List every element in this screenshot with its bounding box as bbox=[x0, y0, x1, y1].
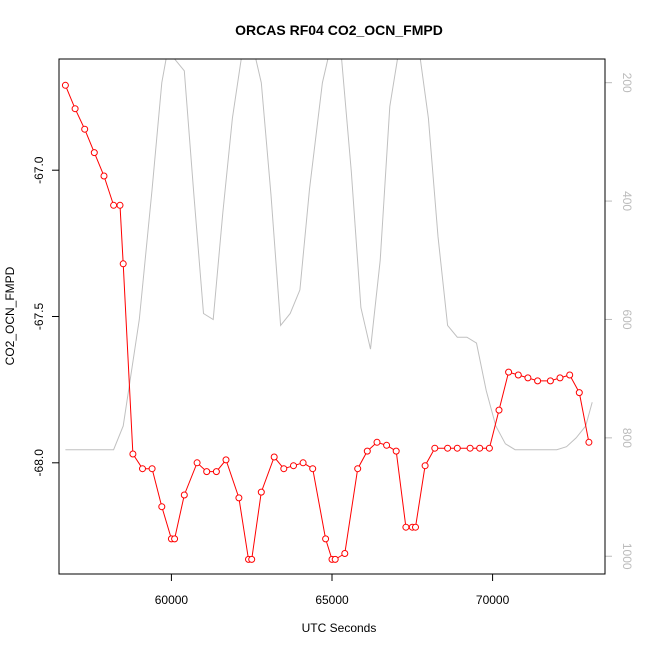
data-point bbox=[158, 503, 166, 511]
x-axis-label: UTC Seconds bbox=[302, 621, 377, 635]
secondary-series-layer bbox=[65, 59, 593, 451]
data-point bbox=[363, 447, 371, 455]
data-point bbox=[331, 555, 339, 563]
data-point bbox=[212, 468, 220, 476]
data-point bbox=[354, 465, 362, 473]
data-point bbox=[270, 453, 278, 461]
data-point bbox=[534, 377, 542, 385]
data-point bbox=[309, 465, 317, 473]
data-point bbox=[90, 149, 98, 157]
data-point bbox=[171, 535, 179, 543]
data-point bbox=[514, 371, 522, 379]
data-point bbox=[453, 444, 461, 452]
x-tick-label: 60000 bbox=[155, 593, 189, 607]
y2-tick-label: 1000 bbox=[620, 543, 634, 570]
data-point bbox=[485, 444, 493, 452]
data-point bbox=[566, 371, 574, 379]
plot-frame bbox=[58, 58, 606, 575]
data-point bbox=[383, 441, 391, 449]
data-point bbox=[222, 456, 230, 464]
data-point bbox=[100, 172, 108, 180]
data-point bbox=[280, 465, 288, 473]
data-point bbox=[322, 535, 330, 543]
data-point bbox=[495, 406, 503, 414]
y2-tick-label: 800 bbox=[620, 428, 634, 448]
data-point bbox=[505, 368, 513, 376]
data-point bbox=[81, 125, 89, 133]
data-point bbox=[235, 494, 243, 502]
data-point bbox=[431, 444, 439, 452]
data-point bbox=[71, 105, 79, 113]
data-point bbox=[585, 438, 593, 446]
data-point bbox=[444, 444, 452, 452]
data-point bbox=[556, 374, 564, 382]
data-point bbox=[524, 374, 532, 382]
data-point bbox=[575, 389, 583, 397]
data-point bbox=[116, 201, 124, 209]
data-point bbox=[257, 488, 265, 496]
y2-tick-label: 200 bbox=[620, 73, 634, 93]
y-tick-label: -68.0 bbox=[32, 449, 46, 477]
data-point bbox=[341, 550, 349, 557]
data-point bbox=[290, 462, 297, 470]
y2-tick-label: 400 bbox=[620, 191, 634, 211]
y2-tick-label: 600 bbox=[620, 309, 634, 329]
data-point bbox=[180, 491, 188, 499]
data-point bbox=[299, 459, 307, 467]
y-tick-label: -67.0 bbox=[32, 156, 46, 184]
data-point bbox=[476, 444, 484, 452]
data-point bbox=[412, 523, 419, 531]
data-point bbox=[119, 260, 127, 268]
data-point bbox=[193, 459, 201, 467]
x-tick-label: 70000 bbox=[476, 593, 510, 607]
data-point bbox=[248, 555, 256, 563]
data-point bbox=[203, 468, 211, 476]
data-point bbox=[148, 465, 156, 473]
chart-title: ORCAS RF04 CO2_OCN_FMPD bbox=[235, 22, 443, 38]
data-point bbox=[546, 377, 554, 385]
x-tick-label: 65000 bbox=[315, 593, 349, 607]
data-point bbox=[129, 450, 137, 458]
secondary-series-line bbox=[65, 59, 593, 451]
data-point bbox=[61, 81, 69, 89]
primary-series-layer bbox=[61, 81, 593, 563]
data-point bbox=[373, 438, 381, 446]
data-point bbox=[139, 465, 146, 473]
data-point bbox=[402, 523, 410, 531]
y-axis-label: CO2_OCN_FMPD bbox=[3, 266, 17, 365]
data-point bbox=[110, 201, 118, 209]
data-point bbox=[421, 462, 429, 470]
data-point bbox=[392, 447, 400, 455]
data-point bbox=[466, 444, 474, 452]
y-tick-label: -67.5 bbox=[32, 303, 46, 331]
